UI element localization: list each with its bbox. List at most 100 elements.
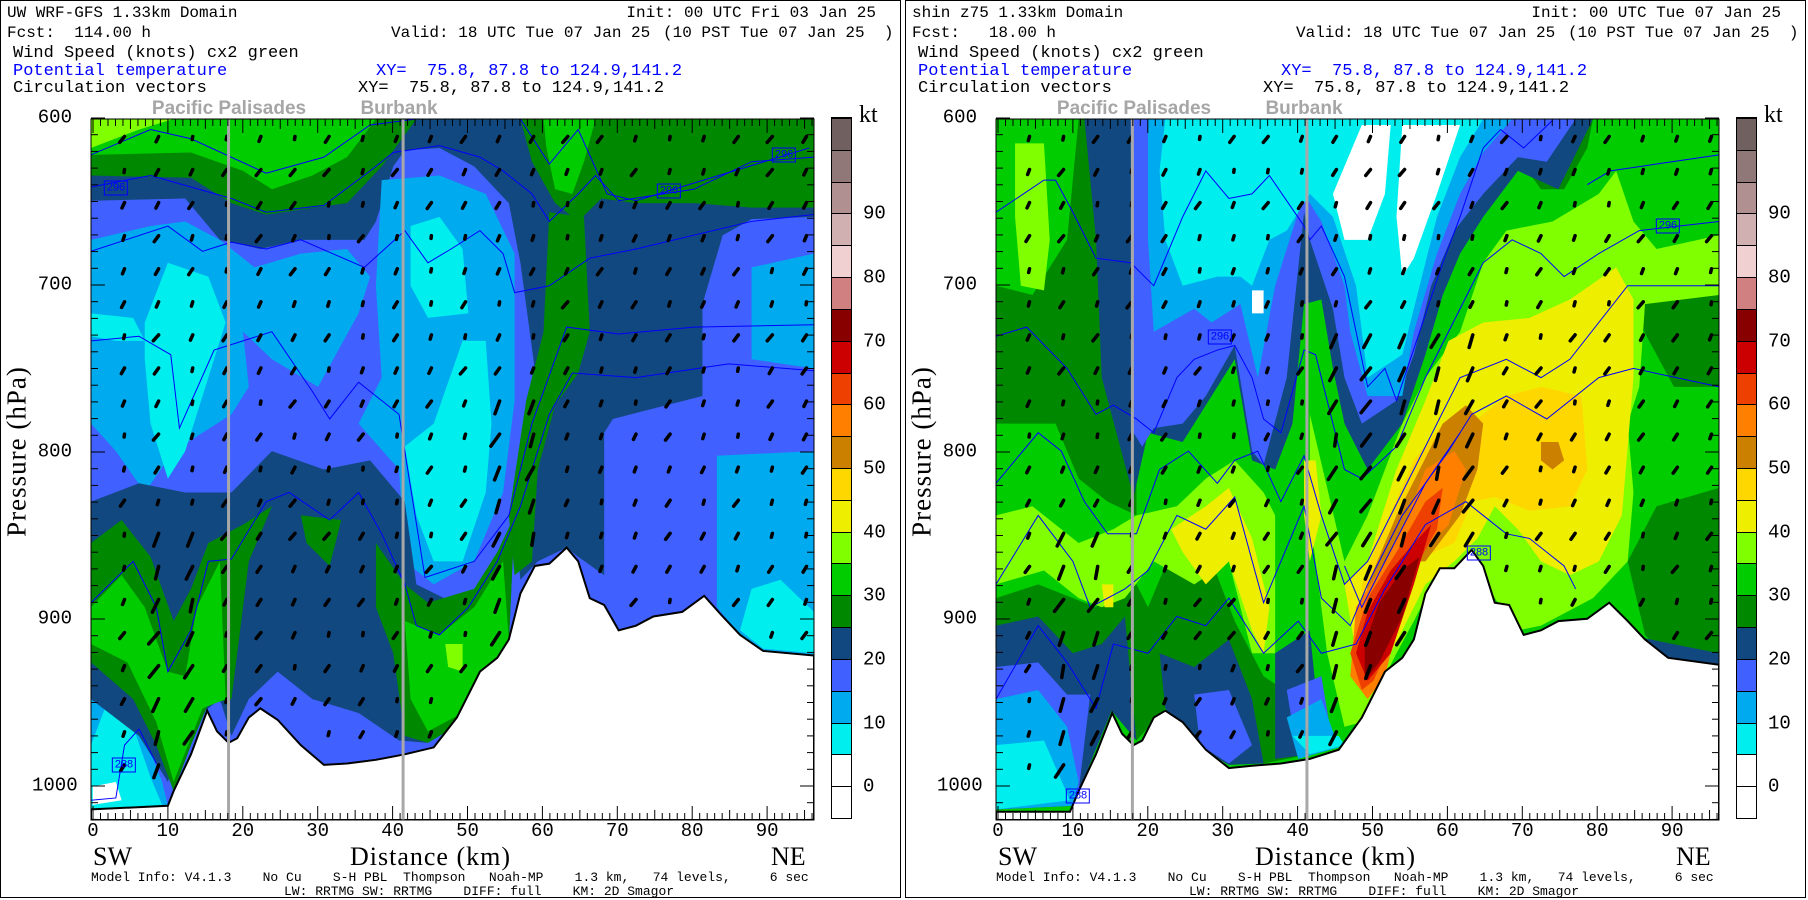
wind-vector — [1540, 335, 1541, 338]
direction-sw: SW — [93, 842, 132, 871]
location-label-pacific-palisades: Pacific Palisades — [151, 98, 307, 119]
wind-vector — [1233, 236, 1234, 240]
left-cross-section-panel: UW WRF-GFS 1.33km Domain Init: 00 UTC Fr… — [0, 0, 901, 898]
wind-vector — [431, 302, 432, 305]
wind-vector — [1540, 566, 1541, 570]
wind-vector — [1608, 170, 1609, 174]
wind-vector — [1538, 236, 1541, 241]
wind-vector — [737, 236, 738, 240]
valid-time: Valid: 18 UTC Tue 07 Jan 25 — [391, 24, 651, 42]
wind-vector — [156, 203, 159, 208]
y-tick-label: 1000 — [937, 774, 983, 797]
y-tick-label: 700 — [942, 273, 977, 296]
wind-vector — [429, 500, 431, 505]
wind-vector — [600, 566, 602, 571]
wind-vector — [328, 203, 329, 206]
direction-sw: SW — [998, 842, 1037, 871]
wind-vector — [1710, 566, 1711, 570]
wind-vector — [1471, 136, 1473, 141]
model-title: UW WRF-GFS 1.33km Domain — [7, 4, 238, 22]
wind-speed-field — [996, 119, 1719, 820]
wind-vector — [294, 666, 295, 669]
colorbar-swatch — [1737, 404, 1756, 437]
wind-vector — [1232, 533, 1234, 538]
wind-vector — [1302, 600, 1303, 603]
wind-vector — [1266, 302, 1268, 307]
wind-vector — [1710, 136, 1712, 141]
wind-vector — [1027, 335, 1029, 340]
wind-vector — [1300, 533, 1302, 538]
wind-vector — [1505, 335, 1507, 340]
wind-vector — [668, 236, 670, 241]
direction-ne: NE — [771, 842, 806, 871]
colorbar-swatch — [832, 722, 851, 755]
colorbar-swatch — [832, 149, 851, 182]
wind-vector — [1267, 666, 1268, 670]
colorbar-swatch — [1737, 468, 1756, 500]
wind-vector — [465, 236, 466, 239]
wind-vector — [1676, 500, 1677, 505]
wind-vector — [1097, 203, 1098, 206]
wind-vector — [1027, 368, 1029, 373]
wind-vector — [1232, 699, 1234, 704]
wind-vector — [1232, 269, 1234, 274]
x-tick-label: 0 — [992, 820, 1004, 842]
colorbar-swatch — [1737, 181, 1756, 214]
wind-vector — [1029, 269, 1030, 273]
wind-vector — [429, 136, 431, 141]
wind-vector — [737, 467, 739, 472]
wind-vector — [1471, 203, 1473, 208]
colorbar-swatch — [832, 277, 851, 309]
field-vectors-label: Circulation vectors — [918, 79, 1112, 98]
colorbar-swatch — [1737, 372, 1756, 405]
wind-vector — [1574, 203, 1575, 206]
wind-vector — [192, 401, 193, 404]
wind-vector — [1029, 765, 1030, 768]
wind-vector — [293, 566, 295, 571]
wind-vector — [464, 269, 466, 274]
colorbar-label: 50 — [863, 457, 886, 480]
wind-vector — [258, 500, 260, 505]
wind-vector — [601, 203, 602, 207]
wind-vector — [292, 699, 295, 704]
colorbar-swatch — [1737, 627, 1756, 659]
wind-vector — [497, 136, 499, 141]
wind-vector — [293, 600, 295, 605]
wind-vector — [1710, 434, 1712, 439]
wind-vector — [1233, 302, 1234, 306]
y-tick-label: 700 — [37, 273, 72, 296]
colorbar-swatch — [832, 404, 851, 437]
x-tick-label: 90 — [1660, 820, 1684, 842]
wind-vector — [362, 136, 363, 140]
wind-vector — [1097, 434, 1098, 437]
wind-vector — [1268, 401, 1269, 404]
colorbar-unit: kt — [859, 102, 878, 128]
wind-vector — [396, 236, 397, 240]
wind-vector — [1711, 269, 1712, 273]
wind-speed-cross-section-plot — [996, 119, 1719, 820]
colorbar-swatch — [832, 563, 851, 596]
y-axis-title: Pressure (hPa) — [906, 366, 937, 537]
x-tick-label: 10 — [1061, 820, 1085, 842]
wind-vector — [395, 269, 397, 274]
wind-vector — [804, 269, 807, 274]
colorbar-swatch — [832, 308, 851, 341]
wind-vector — [601, 533, 602, 537]
wind-vector — [634, 467, 636, 472]
wind-vector — [1232, 203, 1234, 208]
model-info-line-2: LW: RRTMG SW: RRTMG DIFF: full KM: 2D Sm… — [284, 884, 675, 899]
colorbar-label: 60 — [1768, 393, 1791, 416]
wind-vector — [224, 600, 227, 605]
wind-vector — [599, 302, 601, 307]
wind-vector — [771, 533, 772, 537]
colorbar-label: 60 — [863, 393, 886, 416]
colorbar-swatch — [832, 118, 851, 150]
wind-vector — [567, 533, 568, 537]
wind-vector — [1062, 666, 1064, 678]
colorbar-label: 30 — [863, 584, 886, 607]
wind-vector — [703, 434, 704, 438]
wind-vector — [396, 467, 397, 471]
wind-vector — [1165, 666, 1166, 670]
wind-vector — [736, 170, 738, 175]
theta-contour-label: 288 — [1065, 788, 1091, 804]
